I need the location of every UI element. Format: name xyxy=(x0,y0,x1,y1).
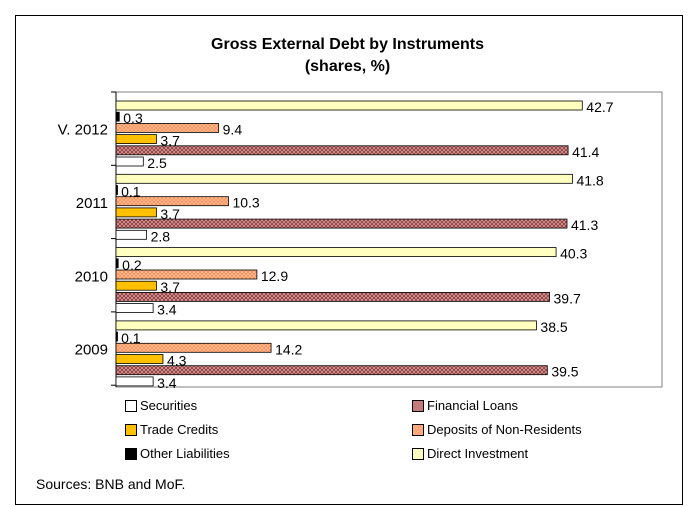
data-label: 41.8 xyxy=(576,172,603,188)
data-label: 41.4 xyxy=(572,144,599,160)
data-label: 3.7 xyxy=(160,133,180,149)
legend-swatch xyxy=(412,399,424,412)
data-label: 4.3 xyxy=(167,353,187,369)
data-label: 0.1 xyxy=(121,184,141,200)
bar-financial-loans-3 xyxy=(115,365,548,376)
category-label: 2010 xyxy=(75,268,108,285)
bar-financial-loans-2 xyxy=(115,291,550,302)
bar-trade-credits-0 xyxy=(115,134,157,145)
data-label: 42.7 xyxy=(586,99,613,115)
data-label: 10.3 xyxy=(232,195,259,211)
plot-area xyxy=(115,91,663,388)
legend-swatch xyxy=(412,423,424,436)
legend-label: Direct Investment xyxy=(427,446,529,461)
data-label: 0.1 xyxy=(121,330,141,346)
legend-label: Other Liabilities xyxy=(140,446,230,461)
data-label: 2.5 xyxy=(147,155,167,171)
legend-swatch xyxy=(125,423,137,436)
legend-label: Securities xyxy=(140,398,198,413)
bar-other-liabilities-0 xyxy=(115,111,120,122)
bar-other-liabilities-3 xyxy=(115,331,118,342)
legend-item: Direct Investment xyxy=(412,446,528,462)
legend-label: Trade Credits xyxy=(140,422,219,437)
bar-other-liabilities-2 xyxy=(115,258,119,269)
legend-item: Other Liabilities xyxy=(125,446,230,462)
bar-direct-investment-3 xyxy=(115,320,537,331)
data-label: 0.3 xyxy=(123,110,143,126)
data-label: 0.2 xyxy=(122,257,142,273)
legend-item: Securities xyxy=(125,398,197,414)
bar-deposits-of-non-residents-3 xyxy=(115,342,272,353)
data-label: 3.7 xyxy=(160,279,180,295)
bar-securities-0 xyxy=(115,156,144,167)
bar-direct-investment-0 xyxy=(115,100,583,111)
bar-deposits-of-non-residents-1 xyxy=(115,196,229,207)
legend-item: Trade Credits xyxy=(125,422,218,438)
legend-label: Financial Loans xyxy=(427,398,519,413)
data-label: 3.4 xyxy=(157,375,177,391)
bar-trade-credits-1 xyxy=(115,207,157,218)
bar-direct-investment-1 xyxy=(115,173,573,184)
data-label: 3.4 xyxy=(157,302,177,318)
legend-swatch xyxy=(412,447,424,460)
bar-securities-2 xyxy=(115,303,154,314)
data-label: 12.9 xyxy=(261,268,288,284)
data-label: 3.7 xyxy=(160,206,180,222)
bar-direct-investment-2 xyxy=(115,247,557,258)
bar-securities-1 xyxy=(115,229,147,240)
category-label: 2009 xyxy=(75,342,108,359)
category-label: V. 2012 xyxy=(58,122,108,139)
data-label: 39.7 xyxy=(554,290,581,306)
chart-title: Gross External Debt by Instruments xyxy=(211,36,484,53)
chart-frame xyxy=(15,15,683,505)
legend-swatch xyxy=(125,447,137,460)
bar-financial-loans-0 xyxy=(115,145,569,156)
data-label: 38.5 xyxy=(540,319,567,335)
data-label: 41.3 xyxy=(571,217,598,233)
legend-item: Deposits of Non-Residents xyxy=(412,422,582,438)
legend-label: Deposits of Non-Residents xyxy=(427,422,582,437)
data-label: 9.4 xyxy=(223,121,243,137)
bar-deposits-of-non-residents-0 xyxy=(115,123,220,133)
legend-swatch xyxy=(125,399,137,412)
bar-financial-loans-1 xyxy=(115,218,568,229)
data-label: 2.8 xyxy=(151,228,171,244)
bar-trade-credits-3 xyxy=(115,354,164,364)
source-note: Sources: BNB and MoF. xyxy=(36,476,186,492)
data-label: 40.3 xyxy=(560,246,587,262)
category-label: 2011 xyxy=(76,195,108,212)
chart-subtitle: (shares, %) xyxy=(304,58,391,75)
bar-securities-3 xyxy=(115,376,154,387)
bar-other-liabilities-1 xyxy=(115,185,118,195)
bar-deposits-of-non-residents-2 xyxy=(115,269,258,280)
bar-trade-credits-2 xyxy=(115,280,157,291)
data-label: 39.5 xyxy=(551,364,578,380)
data-label: 14.2 xyxy=(275,341,302,357)
legend-item: Financial Loans xyxy=(412,398,518,414)
